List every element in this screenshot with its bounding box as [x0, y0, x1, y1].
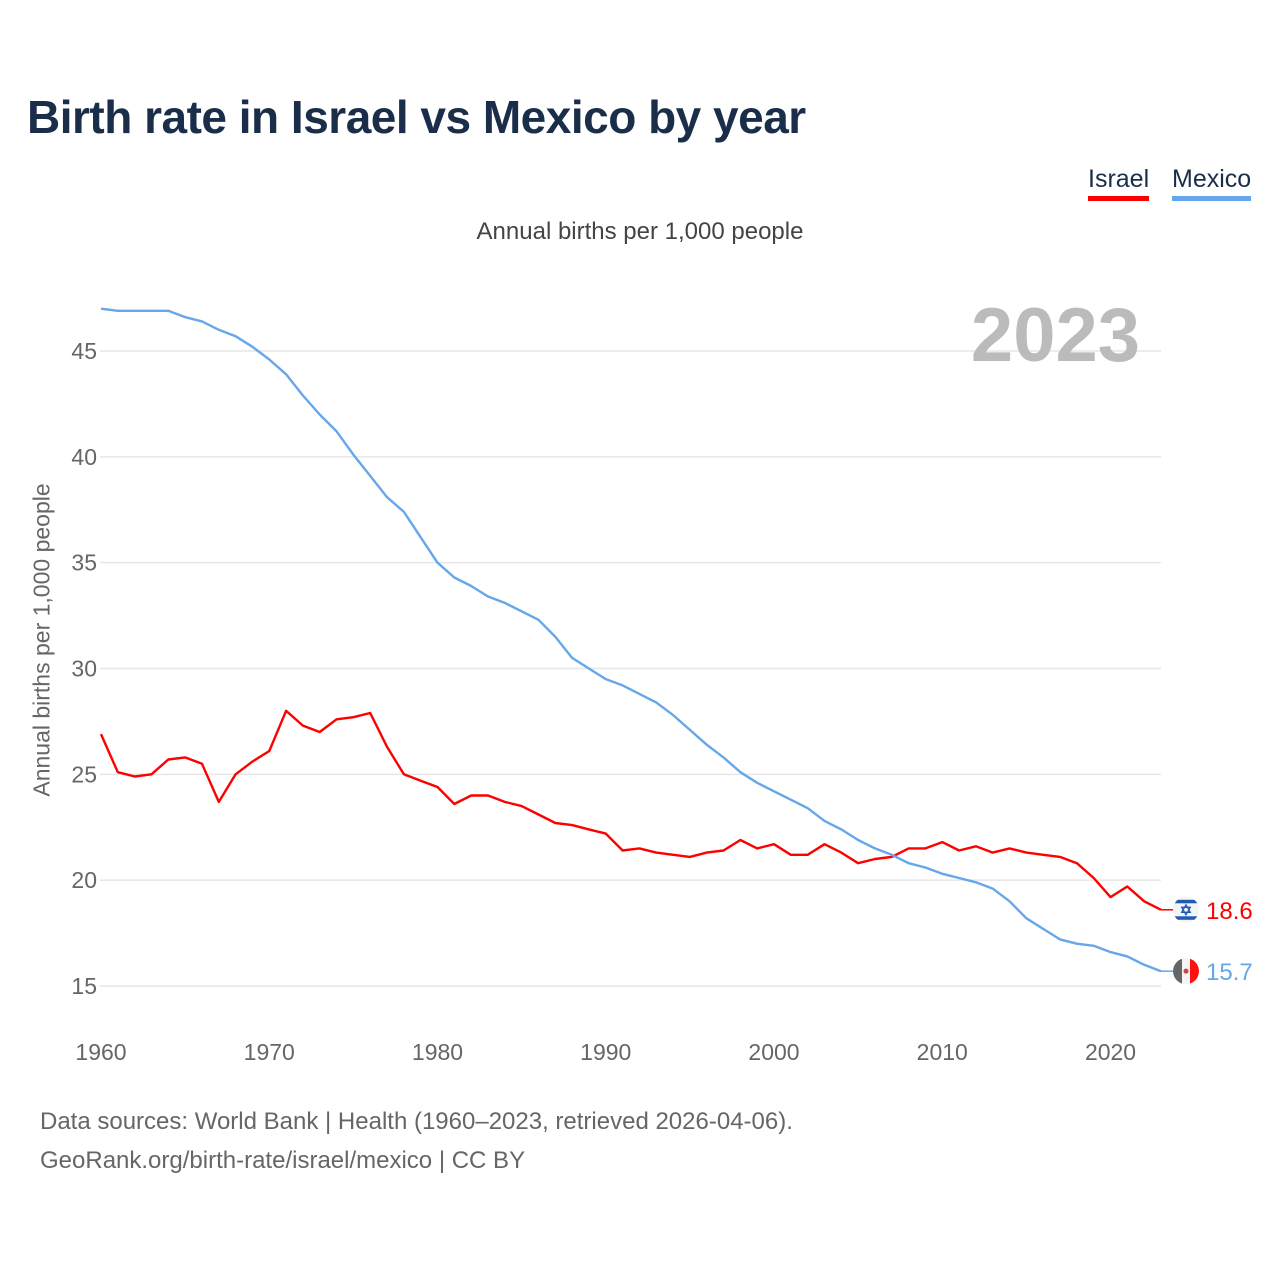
y-tick-label: 20: [71, 867, 97, 893]
y-tick-label: 30: [71, 656, 97, 682]
x-tick-label: 1970: [244, 1039, 295, 1065]
x-tick-label: 2000: [748, 1039, 799, 1065]
x-tick-label: 1990: [580, 1039, 631, 1065]
data-source: Data sources: World Bank | Health (1960–…: [40, 1108, 793, 1135]
legend-israel[interactable]: Israel: [1088, 165, 1150, 201]
x-tick-label: 1960: [75, 1039, 126, 1065]
series-line-israel: [99, 709, 1162, 911]
y-tick-label: 45: [71, 338, 97, 364]
chart-subtitle: Annual births per 1,000 people: [476, 218, 804, 245]
end-value-label-israel: 18.6: [1206, 898, 1253, 925]
x-tick-label: 2020: [1085, 1039, 1136, 1065]
y-tick-label: 25: [71, 761, 97, 787]
end-value-label-mexico: 15.7: [1206, 959, 1253, 986]
legend-mexico[interactable]: Mexico: [1172, 165, 1252, 201]
source-link[interactable]: GeoRank.org/birth-rate/israel/mexico | C…: [40, 1147, 526, 1174]
israel-flag-icon: [1173, 896, 1199, 923]
series-line-mexico: [100, 307, 1162, 973]
x-tick-label: 1980: [412, 1039, 463, 1065]
y-tick-label: 15: [71, 973, 97, 999]
y-tick-label: 40: [71, 444, 97, 470]
chart-title: Birth rate in Israel vs Mexico by year: [27, 91, 806, 143]
x-tick-label: 2010: [917, 1039, 968, 1065]
y-tick-label: 35: [71, 550, 97, 576]
mexico-flag-icon: [1173, 958, 1199, 985]
current-year-label: 2023: [970, 293, 1140, 378]
